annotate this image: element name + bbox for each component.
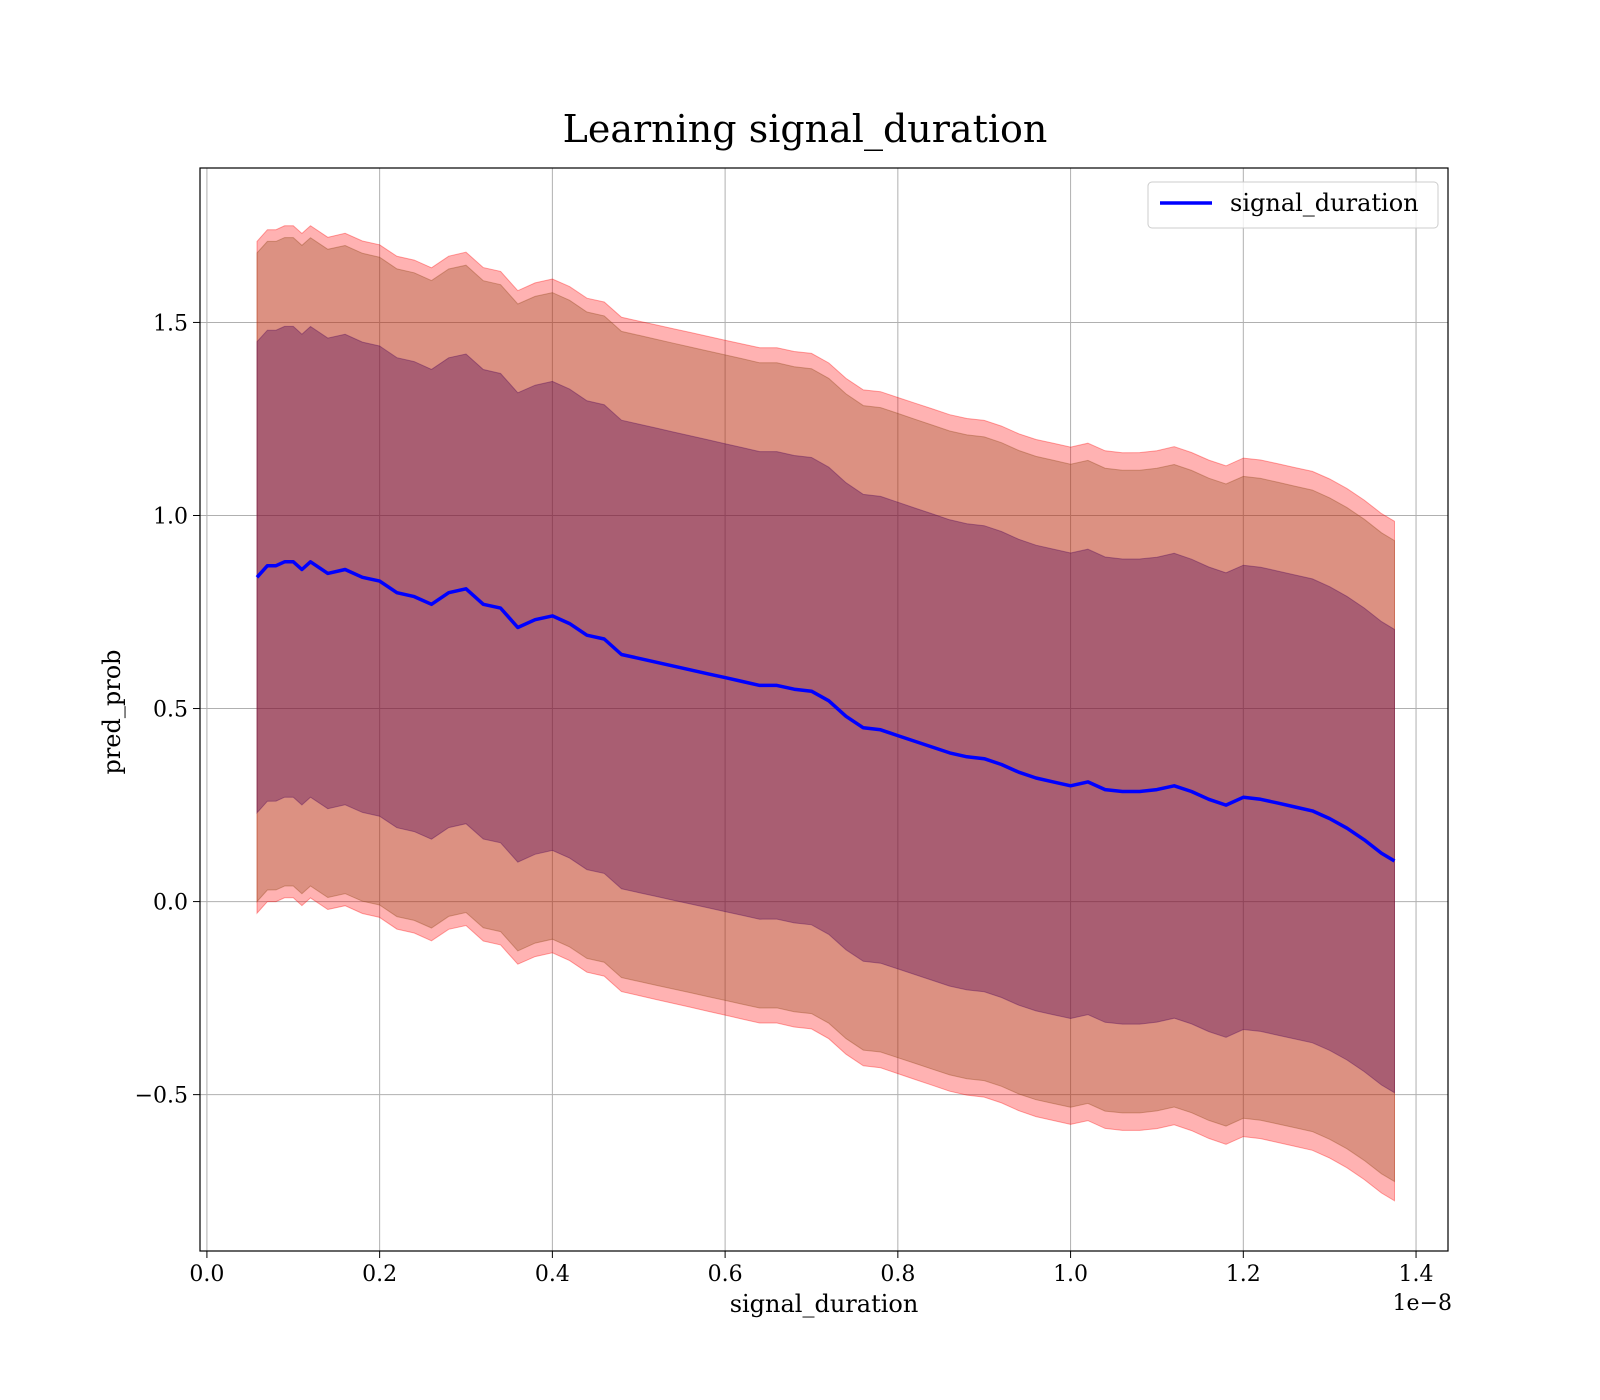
y-tick-label: 0.5 <box>153 698 188 723</box>
data-series <box>255 560 1396 863</box>
plot-frame <box>199 167 1449 1252</box>
band-inner <box>256 325 1395 1094</box>
y-tick-label: 1.0 <box>153 504 188 529</box>
band-outer <box>256 225 1395 1202</box>
x-axis: 0.0 0.2 0.4 0.6 0.8 1.0 1.2 1.4 <box>189 1251 1434 1287</box>
y-tick-label: 0.0 <box>153 891 188 916</box>
y-axis: −0.5 0.0 0.5 1.0 1.5 <box>135 311 200 1109</box>
x-axis-label: signal_duration <box>730 1290 919 1318</box>
series-line-signal_duration <box>255 560 1396 863</box>
y-axis-label: pred_prob <box>98 649 126 774</box>
legend: signal_duration <box>1147 181 1439 229</box>
x-tick-label: 0.2 <box>362 1262 397 1287</box>
chart-title: Learning signal_duration <box>563 107 1048 152</box>
y-tick-label: 1.5 <box>153 311 188 336</box>
legend-box <box>1147 181 1439 229</box>
x-tick-label: 0.4 <box>535 1262 570 1287</box>
x-tick-label: 0.8 <box>880 1262 915 1287</box>
grid-lines <box>200 168 1448 1251</box>
x-tick-label: 1.0 <box>1053 1262 1088 1287</box>
x-tick-label: 1.2 <box>1226 1262 1261 1287</box>
legend-entry-label: signal_duration <box>1230 189 1419 217</box>
confidence-bands <box>256 225 1395 1202</box>
x-axis-offset-label: 1e−8 <box>1393 1291 1452 1316</box>
x-tick-label: 0.6 <box>708 1262 743 1287</box>
x-tick-label: 0.0 <box>189 1262 224 1287</box>
y-tick-label: −0.5 <box>135 1084 188 1109</box>
band-middle <box>256 237 1395 1183</box>
x-tick-label: 1.4 <box>1399 1262 1434 1287</box>
